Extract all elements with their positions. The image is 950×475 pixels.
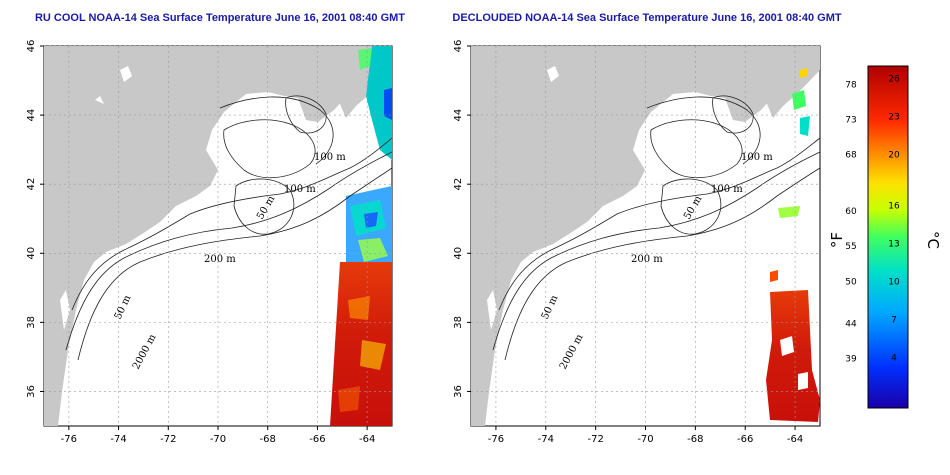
sst-data-left [330, 46, 392, 426]
lon-tick-label: -76 [61, 434, 77, 445]
map-title: RU COOL NOAA-14 Sea Surface Temperature … [35, 12, 405, 24]
celsius-tick-label: 16 [888, 201, 900, 211]
lat-tick-label: 42 [453, 178, 464, 191]
celsius-tick-label: 23 [888, 113, 899, 123]
fahrenheit-tick-label: 55 [845, 242, 856, 252]
contour-label-100m-central: 100 m [284, 184, 316, 195]
lat-lon-grid [44, 45, 392, 426]
fahrenheit-tick-label: 44 [845, 320, 857, 330]
lat-lon-grid [471, 45, 820, 426]
lat-tick-label: 36 [26, 385, 37, 398]
lat-tick-label: 46 [26, 40, 37, 53]
lat-tick-label: 42 [26, 178, 37, 191]
sst-data-right [766, 68, 820, 422]
celsius-unit-label: °C [924, 231, 942, 249]
fahrenheit-tick-label: 50 [845, 277, 857, 287]
map-panel-left: RU COOL NOAA-14 Sea Surface Temperature … [26, 12, 405, 445]
bathymetry-contours [492, 95, 821, 361]
lon-tick-label: -70 [210, 434, 226, 445]
lon-tick-label: -68 [687, 434, 703, 445]
lat-tick-label: 40 [453, 247, 464, 260]
fahrenheit-tick-label: 60 [845, 207, 857, 217]
lon-tick-label: -74 [110, 434, 126, 445]
temperature-colorbar: 78 73 68 60 55 50 44 39 26 23 20 16 13 10 7 4 °F °C [828, 65, 942, 409]
lon-tick-labels: -76 -74 -72 -70 -68 -66 -64 [61, 426, 375, 445]
lat-tick-label: 40 [26, 247, 37, 260]
colorbar-gradient [867, 65, 909, 409]
fahrenheit-tick-label: 68 [845, 151, 857, 161]
lon-tick-label: -64 [787, 434, 803, 445]
lon-tick-label: -68 [260, 434, 276, 445]
lat-tick-label: 36 [453, 385, 464, 398]
celsius-tick-label: 7 [891, 315, 897, 325]
land-mass [471, 46, 820, 426]
contour-label-200m: 200 m [204, 254, 236, 265]
lon-tick-label: -66 [737, 434, 753, 445]
bathymetry-contours [65, 95, 393, 361]
fahrenheit-tick-label: 73 [845, 115, 856, 125]
lon-tick-label: -74 [538, 434, 554, 445]
lat-tick-label: 44 [453, 109, 464, 122]
contour-label-100m-central: 100 m [711, 184, 743, 195]
lon-tick-label: -64 [359, 434, 375, 445]
lat-tick-label: 38 [26, 316, 37, 329]
celsius-tick-label: 20 [888, 151, 900, 161]
contour-label-100m-north: 100 m [314, 152, 346, 163]
celsius-scale: 26 23 20 16 13 10 7 4 [888, 75, 900, 364]
lon-tick-label: -70 [637, 434, 653, 445]
contour-label-100m-north: 100 m [741, 152, 773, 163]
lon-tick-label: -72 [160, 434, 176, 445]
fahrenheit-tick-label: 39 [845, 355, 857, 365]
fahrenheit-scale: 78 73 68 60 55 50 44 39 [845, 80, 857, 364]
lon-tick-label: -76 [488, 434, 504, 445]
map-panel-right: DECLOUDED NOAA-14 Sea Surface Temperatur… [452, 12, 841, 445]
celsius-tick-label: 4 [891, 353, 897, 363]
lat-tick-labels: 36 38 40 42 44 46 [453, 40, 471, 398]
fahrenheit-tick-label: 78 [845, 80, 857, 90]
lon-tick-label: -66 [309, 434, 325, 445]
lat-tick-label: 44 [26, 109, 37, 122]
lon-tick-label: -72 [587, 434, 603, 445]
celsius-tick-label: 26 [888, 75, 900, 85]
fahrenheit-unit-label: °F [828, 232, 846, 248]
lon-tick-labels: -76 -74 -72 -70 -68 -66 -64 [488, 426, 803, 445]
lat-tick-labels: 36 38 40 42 44 46 [26, 40, 44, 398]
contour-label-200m: 200 m [631, 254, 663, 265]
lat-tick-label: 38 [453, 316, 464, 329]
lat-tick-label: 46 [453, 40, 464, 53]
map-title: DECLOUDED NOAA-14 Sea Surface Temperatur… [452, 12, 841, 24]
celsius-tick-label: 10 [888, 277, 900, 287]
celsius-tick-label: 13 [888, 239, 899, 249]
